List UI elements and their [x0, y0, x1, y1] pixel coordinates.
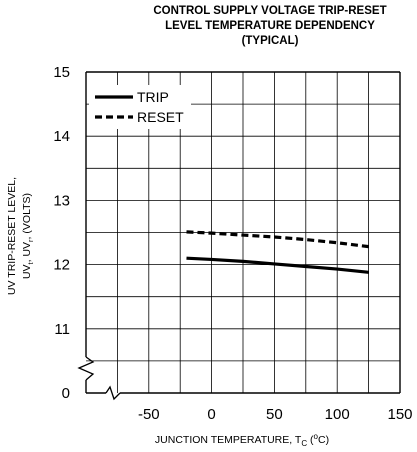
y-axis-title-line-2: UVt, UVr, (VOLTS) [21, 193, 35, 279]
x-axis-title-end: C) [318, 434, 329, 446]
chart-title-line-2: LEVEL TEMPERATURE DEPENDENCY [165, 20, 375, 32]
y-tick-label: 14 [53, 128, 70, 145]
x-axis-title-sub: C [301, 439, 307, 448]
y-tick-label: 0 [62, 385, 70, 402]
y-tick-label: 11 [54, 321, 70, 338]
y-tick-label: 13 [53, 192, 70, 209]
legend-background [89, 85, 191, 129]
y-axis-title-part: UV [21, 264, 33, 279]
chart-title-line-3: (TYPICAL) [242, 35, 299, 47]
x-tick-label: 50 [266, 406, 283, 423]
y-axis-title-part: r [26, 239, 35, 242]
x-tick-label: 150 [387, 406, 412, 423]
series-line-reset [186, 230, 369, 249]
x-tick-label: 100 [325, 406, 350, 423]
series-line-trip [186, 256, 369, 274]
plot-frame [77, 71, 401, 401]
chart-title-line-1: CONTROL SUPPLY VOLTAGE TRIP-RESET [153, 5, 386, 17]
y-axis-title-part: , (VOLTS) [21, 193, 33, 239]
y-axis-title: UV TRIP-RESET LEVEL, UVt, UVr, (VOLTS) [6, 177, 35, 295]
y-axis-title-part: t [26, 261, 35, 264]
tick-labels: 0 11 12 13 14 15 -50 0 50 100 150 [53, 64, 412, 423]
x-tick-label: 0 [207, 406, 215, 423]
x-axis-title-main: JUNCTION TEMPERATURE, T [155, 434, 302, 446]
y-tick-label: 12 [53, 257, 70, 274]
x-axis-title: JUNCTION TEMPERATURE, TC (oC) [155, 432, 329, 448]
x-axis-title-sup: o [314, 432, 319, 441]
y-axis-title-part: , UV [21, 242, 33, 262]
legend-trip-label: TRIP [137, 89, 169, 105]
x-axis-title-paren: ( [307, 434, 314, 446]
plot-lines [186, 230, 369, 274]
y-axis-break [77, 356, 95, 381]
legend-reset-label: RESET [137, 109, 184, 125]
x-tick-label: -50 [138, 406, 160, 423]
y-tick-label: 15 [53, 64, 70, 81]
x-axis-break [105, 385, 121, 401]
grid [86, 72, 400, 393]
y-axis-title-line-1: UV TRIP-RESET LEVEL, [6, 177, 18, 295]
legend: TRIP RESET [89, 85, 191, 129]
